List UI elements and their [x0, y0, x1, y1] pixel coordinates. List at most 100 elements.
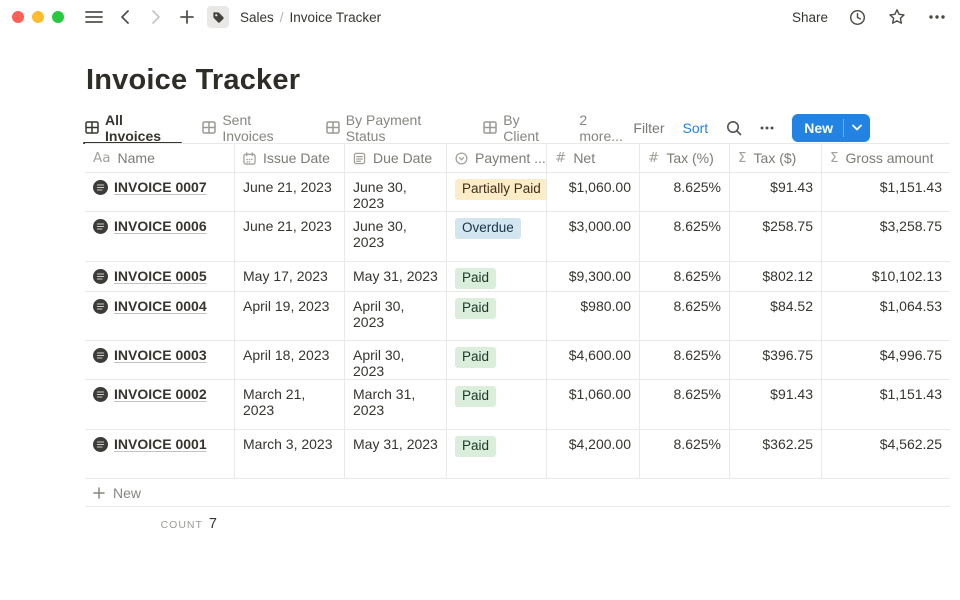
due-date-cell[interactable]: April 30, 2023: [345, 341, 447, 379]
table-row[interactable]: INVOICE 0001 March 3, 2023 May 31, 2023 …: [85, 430, 950, 479]
net-cell[interactable]: $3,000.00: [547, 212, 640, 261]
column-header-tax-percent[interactable]: # Tax (%): [640, 144, 730, 172]
due-date-cell[interactable]: June 30, 2023: [345, 173, 447, 211]
new-page-icon[interactable]: [176, 6, 198, 28]
table-row[interactable]: INVOICE 0005 May 17, 2023 May 31, 2023 P…: [85, 262, 950, 292]
issue-date-cell[interactable]: June 21, 2023: [235, 173, 345, 211]
tab-by-payment-status[interactable]: By Payment Status: [326, 112, 462, 144]
more-options-icon[interactable]: [926, 6, 948, 28]
net-cell[interactable]: $1,060.00: [547, 173, 640, 211]
column-header-name[interactable]: Aa Name: [85, 144, 235, 172]
payment-status-cell[interactable]: Paid: [447, 341, 547, 379]
invoice-name-link[interactable]: INVOICE 0003: [114, 347, 207, 363]
due-date-cell[interactable]: June 30, 2023: [345, 212, 447, 261]
tax-dollars-cell[interactable]: $91.43: [730, 173, 822, 211]
issue-date-cell[interactable]: April 19, 2023: [235, 292, 345, 340]
new-button[interactable]: New: [792, 113, 870, 142]
tab-sent-invoices[interactable]: Sent Invoices: [202, 112, 303, 144]
invoice-name-link[interactable]: INVOICE 0002: [114, 386, 207, 402]
gross-amount-cell[interactable]: $1,151.43: [879, 386, 942, 402]
breadcrumb-section[interactable]: Sales: [240, 9, 274, 25]
tax-dollars-cell[interactable]: $91.43: [730, 380, 822, 429]
gross-amount-cell[interactable]: $1,064.53: [879, 298, 942, 314]
table-row[interactable]: INVOICE 0003 April 18, 2023 April 30, 20…: [85, 341, 950, 380]
tax-dollars-cell[interactable]: $396.75: [730, 341, 822, 379]
due-date-cell[interactable]: March 31, 2023: [345, 380, 447, 429]
breadcrumb-page[interactable]: Invoice Tracker: [289, 9, 382, 25]
new-button-label[interactable]: New: [804, 119, 833, 136]
gross-amount-cell[interactable]: $1,151.43: [879, 179, 942, 195]
invoice-name-link[interactable]: INVOICE 0001: [114, 436, 207, 452]
due-date-cell[interactable]: May 31, 2023: [345, 262, 447, 291]
table-row[interactable]: INVOICE 0007 June 21, 2023 June 30, 2023…: [85, 173, 950, 212]
new-button-dropdown-icon[interactable]: [844, 114, 870, 142]
table-row[interactable]: INVOICE 0004 April 19, 2023 April 30, 20…: [85, 292, 950, 341]
view-more-options-icon[interactable]: [760, 126, 774, 130]
payment-status-cell[interactable]: Overdue: [447, 212, 547, 261]
more-views-button[interactable]: 2 more...: [579, 111, 623, 144]
payment-status-cell[interactable]: Paid: [447, 292, 547, 340]
payment-status-cell[interactable]: Paid: [447, 380, 547, 429]
tax-percent-cell[interactable]: 8.625%: [640, 292, 730, 340]
count-summary[interactable]: COUNT 7: [85, 507, 235, 532]
issue-date-cell[interactable]: March 21, 2023: [235, 380, 345, 429]
tax-dollars-cell[interactable]: $802.12: [730, 262, 822, 291]
invoice-name-cell[interactable]: INVOICE 0005: [85, 262, 235, 291]
issue-date-cell[interactable]: March 3, 2023: [235, 430, 345, 478]
add-new-row-button[interactable]: New: [85, 479, 950, 507]
history-clock-icon[interactable]: [846, 6, 868, 28]
gross-amount-cell[interactable]: $4,562.25: [879, 436, 942, 452]
page-tag-icon[interactable]: [207, 6, 229, 28]
gross-amount-cell[interactable]: $4,996.75: [879, 347, 942, 363]
back-icon[interactable]: [114, 6, 136, 28]
net-cell[interactable]: $4,200.00: [547, 430, 640, 478]
due-date-cell[interactable]: April 30, 2023: [345, 292, 447, 340]
gross-amount-cell[interactable]: $10,102.13: [871, 268, 942, 284]
column-header-issue-date[interactable]: Issue Date: [235, 144, 345, 172]
invoice-name-link[interactable]: INVOICE 0005: [114, 268, 207, 284]
zoom-window-button[interactable]: [52, 11, 64, 23]
column-header-tax-dollars[interactable]: Σ Tax ($): [730, 144, 822, 172]
close-window-button[interactable]: [12, 11, 24, 23]
share-button[interactable]: Share: [791, 9, 828, 25]
invoice-name-cell[interactable]: INVOICE 0007: [85, 173, 235, 211]
tax-dollars-cell[interactable]: $84.52: [730, 292, 822, 340]
tax-percent-cell[interactable]: 8.625%: [640, 173, 730, 211]
invoice-name-link[interactable]: INVOICE 0007: [114, 179, 207, 195]
tax-percent-cell[interactable]: 8.625%: [640, 262, 730, 291]
table-row[interactable]: INVOICE 0002 March 21, 2023 March 31, 20…: [85, 380, 950, 430]
search-icon[interactable]: [726, 120, 742, 136]
invoice-name-cell[interactable]: INVOICE 0004: [85, 292, 235, 340]
invoice-name-link[interactable]: INVOICE 0004: [114, 298, 207, 314]
invoice-name-cell[interactable]: INVOICE 0006: [85, 212, 235, 261]
invoice-name-cell[interactable]: INVOICE 0001: [85, 430, 235, 478]
column-header-net[interactable]: # Net: [547, 144, 640, 172]
tab-all-invoices[interactable]: All Invoices: [82, 112, 183, 144]
column-header-gross-amount[interactable]: Σ Gross amount: [822, 144, 950, 172]
net-cell[interactable]: $980.00: [547, 292, 640, 340]
net-cell[interactable]: $9,300.00: [547, 262, 640, 291]
tab-by-client[interactable]: By Client: [483, 112, 557, 144]
table-row[interactable]: INVOICE 0006 June 21, 2023 June 30, 2023…: [85, 212, 950, 262]
column-header-due-date[interactable]: Due Date: [345, 144, 447, 172]
invoice-name-link[interactable]: INVOICE 0006: [114, 218, 207, 234]
tax-percent-cell[interactable]: 8.625%: [640, 341, 730, 379]
tax-percent-cell[interactable]: 8.625%: [640, 430, 730, 478]
tax-dollars-cell[interactable]: $258.75: [730, 212, 822, 261]
due-date-cell[interactable]: May 31, 2023: [345, 430, 447, 478]
sort-button[interactable]: Sort: [682, 119, 709, 136]
minimize-window-button[interactable]: [32, 11, 44, 23]
tax-dollars-cell[interactable]: $362.25: [730, 430, 822, 478]
gross-amount-cell[interactable]: $3,258.75: [879, 218, 942, 234]
tax-percent-cell[interactable]: 8.625%: [640, 380, 730, 429]
filter-button[interactable]: Filter: [633, 119, 665, 136]
column-header-payment-status[interactable]: Payment ...: [447, 144, 547, 172]
invoice-name-cell[interactable]: INVOICE 0002: [85, 380, 235, 429]
payment-status-cell[interactable]: Paid: [447, 430, 547, 478]
issue-date-cell[interactable]: June 21, 2023: [235, 212, 345, 261]
tax-percent-cell[interactable]: 8.625%: [640, 212, 730, 261]
invoice-name-cell[interactable]: INVOICE 0003: [85, 341, 235, 379]
net-cell[interactable]: $1,060.00: [547, 380, 640, 429]
favorite-star-icon[interactable]: [886, 6, 908, 28]
issue-date-cell[interactable]: May 17, 2023: [235, 262, 345, 291]
